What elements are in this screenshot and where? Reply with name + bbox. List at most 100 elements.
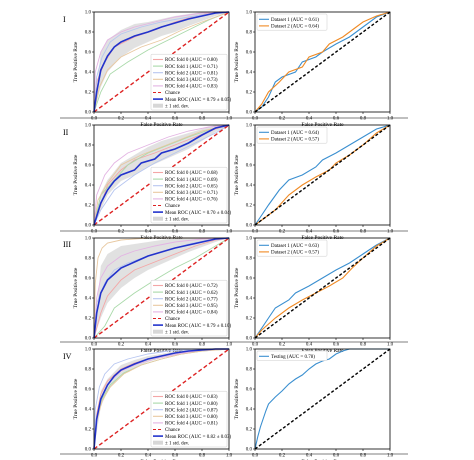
series-line [254, 348, 391, 450]
x-tick-label: 0.6 [333, 230, 340, 235]
x-tick-label: 0.8 [360, 454, 367, 459]
series-line [254, 237, 391, 339]
legend-entry: ROC fold 0 (AUC = 0.72) [165, 284, 218, 289]
chart-panel: 0.00.00.20.20.40.40.60.60.80.81.01.0Fals… [73, 237, 233, 354]
series-line [254, 11, 391, 113]
x-tick-label: 0.8 [199, 117, 206, 122]
x-tick-label: 1.0 [226, 343, 233, 348]
legend-entry: ROC fold 4 (AUC = 0.84) [165, 311, 218, 316]
legend-entry: ROC fold 3 (AUC = 0.73) [165, 78, 218, 83]
y-axis-label: True Positive Rate [73, 41, 79, 82]
legend-entry: ROC fold 2 (AUC = 0.87) [165, 408, 218, 413]
y-tick-label: 0.0 [85, 448, 92, 453]
y-tick-label: 0.4 [246, 408, 253, 413]
y-tick-label: 0.8 [85, 144, 92, 149]
y-tick-label: 1.0 [85, 11, 92, 16]
axes-frame [254, 348, 391, 450]
x-tick-label: 1.0 [387, 343, 394, 348]
y-tick-label: 0.4 [246, 297, 253, 302]
y-tick-label: 0.8 [85, 257, 92, 262]
row-label: II [63, 128, 69, 137]
x-tick-label: 0.0 [252, 230, 259, 235]
y-tick-label: 0.2 [85, 204, 92, 209]
series-line [93, 348, 229, 450]
x-tick-label: 0.6 [172, 343, 179, 348]
series-line [93, 11, 230, 113]
x-tick-label: 0.2 [118, 343, 125, 348]
series-line [254, 124, 391, 226]
legend-entry: Dataset 1 (AUC = 0.64) [271, 131, 319, 136]
series-line [254, 237, 391, 339]
legend-entry: Dataset 1 (AUC = 0.61) [271, 18, 319, 23]
series-line [93, 237, 230, 339]
series-line [93, 11, 230, 113]
legend-entry: Chance [165, 204, 181, 209]
series-line [93, 124, 230, 226]
chart-panel: 0.00.00.20.20.40.40.60.60.80.81.01.0Fals… [234, 237, 394, 354]
y-tick-label: 0.0 [246, 448, 253, 453]
legend-box [256, 350, 328, 361]
series-line [93, 237, 230, 339]
legend-entry: Mean ROC (AUC = 0.82 ± 0.03) [165, 435, 231, 440]
row-label: III [63, 240, 71, 249]
legend-swatch [153, 440, 163, 445]
legend-entry: ROC fold 4 (AUC = 0.81) [165, 422, 218, 427]
y-tick-label: 0.4 [246, 184, 253, 189]
x-tick-label: 1.0 [387, 117, 394, 122]
x-tick-label: 0.2 [279, 230, 286, 235]
series-line [93, 11, 230, 113]
y-tick-label: 0.2 [246, 91, 253, 96]
legend-entry: Chance [165, 317, 181, 322]
legend-entry: Chance [165, 91, 181, 96]
x-tick-label: 1.0 [226, 117, 233, 122]
x-tick-label: 1.0 [226, 454, 233, 459]
x-tick-label: 0.6 [172, 117, 179, 122]
x-tick-label: 0.4 [306, 454, 313, 459]
legend-box [256, 13, 328, 31]
y-tick-label: 0.4 [246, 71, 253, 76]
y-tick-label: 0.4 [85, 71, 92, 76]
x-tick-label: 0.0 [252, 343, 259, 348]
y-tick-label: 0.6 [246, 164, 253, 169]
axes-frame [254, 124, 391, 226]
legend-entry: ROC fold 0 (AUC = 0.80) [165, 58, 218, 63]
x-tick-label: 0.8 [199, 343, 206, 348]
x-tick-label: 0.2 [118, 117, 125, 122]
x-tick-label: 0.8 [199, 454, 206, 459]
legend-entry: ± 1 std. dev. [165, 104, 189, 109]
x-tick-label: 0.4 [145, 343, 152, 348]
x-tick-label: 0.4 [145, 454, 152, 459]
series-line [93, 11, 230, 113]
legend-swatch [153, 103, 163, 108]
y-tick-label: 0.0 [85, 111, 92, 116]
series-line [254, 124, 391, 226]
series-line [93, 237, 230, 339]
x-tick-label: 0.4 [306, 230, 313, 235]
y-tick-label: 0.6 [246, 277, 253, 282]
chart-panel: 0.00.00.20.20.40.40.60.60.80.81.01.0Fals… [73, 348, 233, 460]
y-axis-label: True Positive Rate [73, 267, 79, 308]
y-tick-label: 0.0 [246, 337, 253, 342]
legend-entry: ROC fold 0 (AUC = 0.68) [165, 171, 218, 176]
series-line [93, 348, 230, 450]
legend-entry: ROC fold 0 (AUC = 0.83) [165, 395, 218, 400]
chart-panel: 0.00.00.20.20.40.40.60.60.80.81.01.0Fals… [234, 124, 394, 241]
y-tick-label: 1.0 [246, 11, 253, 16]
legend-entry: Dataset 2 (AUC = 0.64) [271, 25, 319, 30]
x-tick-label: 1.0 [387, 454, 394, 459]
series-line [93, 124, 230, 226]
legend-entry: ROC fold 3 (AUC = 0.71) [165, 191, 218, 196]
y-tick-label: 0.6 [246, 388, 253, 393]
y-tick-label: 0.8 [246, 144, 253, 149]
legend-box [150, 53, 228, 111]
y-tick-label: 0.8 [85, 368, 92, 373]
legend-entry: ROC fold 2 (AUC = 0.81) [165, 71, 218, 76]
series-line [93, 348, 229, 450]
y-tick-label: 0.2 [246, 204, 253, 209]
legend-entry: Dataset 2 (AUC = 0.57) [271, 251, 319, 256]
row-label: IV [63, 352, 72, 361]
y-axis-label: True Positive Rate [234, 154, 240, 195]
x-tick-label: 0.2 [279, 454, 286, 459]
legend-entry: Chance [165, 428, 181, 433]
chart-panel: 0.00.00.20.20.40.40.60.60.80.81.01.0Fals… [73, 11, 233, 128]
